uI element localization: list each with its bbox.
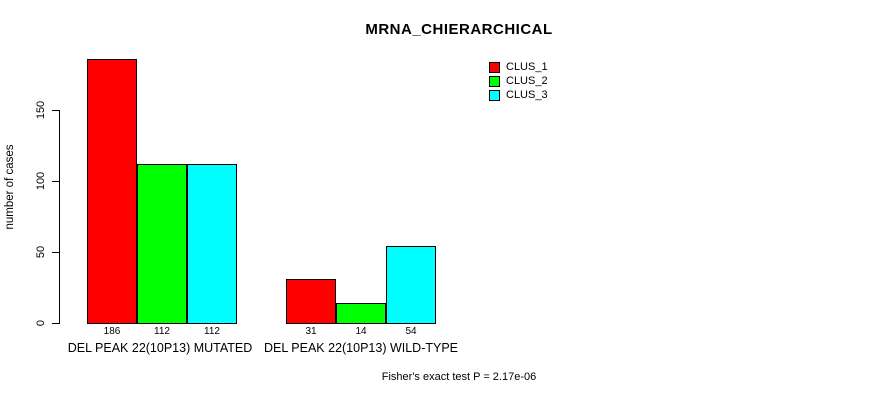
bar-clus_1-group-1	[286, 279, 336, 324]
legend-label-clus-1: CLUS_1	[506, 61, 548, 73]
bar-value-label: 31	[305, 326, 317, 337]
bar-value-label: 186	[103, 326, 121, 337]
bar-clus_3-group-0	[187, 164, 237, 324]
y-axis-label: number of cases	[4, 144, 16, 230]
y-axis-tick	[52, 323, 59, 324]
fisher-test-annotation: Fisher's exact test P = 2.17e-06	[381, 371, 537, 383]
bar-value-label: 112	[154, 326, 170, 337]
y-axis-tick	[52, 181, 59, 182]
y-axis-tick-label: 150	[35, 100, 47, 120]
bar-clus_2-group-0	[137, 164, 187, 324]
legend-swatch-clus-1-icon	[489, 61, 500, 73]
legend-swatch-clus-3-icon	[489, 89, 500, 101]
bar-value-label: 112	[204, 326, 220, 337]
legend: CLUS_1 CLUS_2 CLUS_3	[489, 60, 548, 102]
bar-clus_1-group-0	[87, 59, 137, 324]
bar-value-label: 14	[355, 326, 367, 337]
chart-title: MRNA_CHIERARCHICAL	[365, 21, 553, 38]
category-label-mutated: DEL PEAK 22(10P13) MUTATED	[67, 341, 253, 355]
y-axis-tick	[52, 252, 59, 253]
legend-swatch-clus-2-icon	[489, 75, 500, 87]
legend-label-clus-2: CLUS_2	[506, 75, 548, 87]
y-axis-tick-label: 50	[35, 245, 47, 259]
y-axis-tick	[52, 110, 59, 111]
y-axis-tick-label: 100	[35, 171, 47, 191]
legend-item-clus-2: CLUS_2	[489, 74, 548, 88]
bar-clus_2-group-1	[336, 303, 386, 324]
y-axis-line	[59, 110, 60, 324]
legend-item-clus-1: CLUS_1	[489, 60, 548, 74]
bar-value-label: 54	[405, 326, 417, 337]
legend-item-clus-3: CLUS_3	[489, 88, 548, 102]
y-axis-tick-label: 0	[35, 319, 47, 327]
legend-label-clus-3: CLUS_3	[506, 89, 548, 101]
bar-clus_3-group-1	[386, 246, 436, 324]
category-label-wild-type: DEL PEAK 22(10P13) WILD-TYPE	[263, 341, 459, 355]
